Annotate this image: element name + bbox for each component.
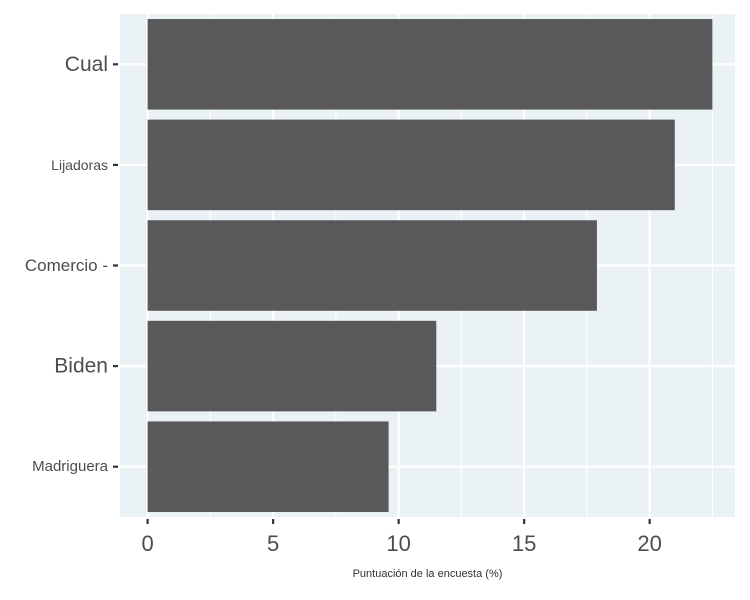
x-axis-title: Puntuación de la encuesta (%)	[353, 568, 503, 580]
bar	[147, 320, 437, 412]
y-tick-label: Comercio -	[25, 256, 108, 275]
y-tick-label: Cual	[65, 53, 108, 76]
y-tick-label: Lijadoras	[51, 157, 108, 173]
x-tick-label: 5	[267, 531, 279, 556]
y-tick-label: Biden	[54, 355, 108, 378]
x-tick-label: 15	[512, 531, 536, 556]
bar	[147, 220, 597, 311]
x-tick-label: 0	[141, 531, 153, 556]
x-axis: 0 5 10 15 20	[141, 519, 662, 556]
bars	[147, 19, 713, 512]
x-tick-label: 20	[637, 531, 661, 556]
bar	[147, 421, 389, 512]
bar	[147, 19, 713, 110]
bar	[147, 119, 675, 211]
x-tick-label: 10	[386, 531, 410, 556]
y-axis: Cual Lijadoras Comercio - Biden Madriguera	[25, 53, 118, 475]
y-tick-label: Madriguera	[32, 458, 109, 475]
